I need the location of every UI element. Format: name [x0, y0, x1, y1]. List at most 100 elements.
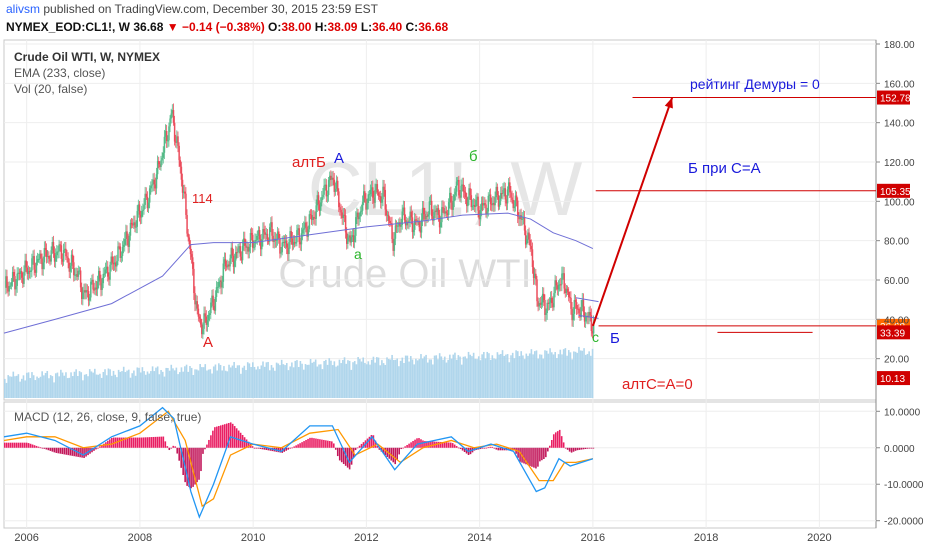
price-candle — [492, 202, 494, 205]
price-candle — [202, 328, 204, 335]
volume-bar — [433, 355, 436, 398]
volume-bar — [292, 367, 295, 398]
macd-histogram-bar — [222, 424, 224, 448]
macd-histogram-bar — [160, 436, 163, 448]
price-candle — [478, 210, 481, 220]
volume-bar — [308, 364, 310, 398]
price-candle — [445, 211, 448, 214]
macd-histogram-bar — [192, 447, 194, 487]
price-candle — [339, 207, 341, 210]
volume-bar — [197, 370, 200, 398]
price-candle — [512, 199, 514, 209]
price-candle — [130, 222, 133, 225]
price-candle — [401, 211, 403, 225]
price-candle — [239, 246, 242, 257]
macd-histogram-bar — [190, 447, 192, 489]
price-candle — [247, 246, 249, 252]
price-candle — [550, 297, 553, 304]
volume-bar — [131, 373, 134, 398]
macd-histogram-bar — [299, 443, 301, 448]
price-candle — [361, 202, 364, 211]
volume-bar — [430, 359, 432, 398]
macd-histogram-bar — [495, 447, 498, 450]
macd-histogram-bar — [334, 447, 337, 450]
volume-bar — [496, 352, 499, 398]
price-candle — [573, 300, 576, 314]
price-candle — [561, 273, 563, 285]
macd-histogram-bar — [592, 447, 595, 449]
volume-bar — [403, 363, 405, 398]
price-candle — [459, 195, 461, 198]
volume-bar — [99, 373, 101, 398]
volume-bar — [231, 365, 234, 398]
price-candle — [522, 217, 525, 219]
macd-histogram-bar — [317, 438, 319, 448]
macd-histogram-bar — [424, 441, 426, 448]
volume-bar — [511, 352, 514, 398]
price-candle — [280, 252, 282, 254]
macd-histogram-bar — [382, 447, 385, 454]
ema-legend[interactable]: EMA (233, close) — [14, 66, 106, 80]
volume-bar — [347, 360, 349, 398]
price-candle — [113, 262, 116, 265]
price-candle — [489, 194, 492, 205]
macd-histogram-bar — [319, 439, 321, 448]
price-candle — [213, 305, 216, 311]
volume-bar — [139, 372, 142, 398]
price-candle — [207, 315, 210, 321]
price-candle — [502, 189, 504, 194]
price-candle — [7, 287, 9, 292]
volume-bar — [355, 364, 358, 398]
macd-histogram-bar — [243, 437, 246, 448]
price-candle — [490, 204, 493, 206]
price-candle — [458, 179, 460, 196]
volume-bar — [428, 359, 431, 398]
volume-bar — [365, 364, 368, 398]
volume-bar — [338, 359, 341, 398]
macd-histogram-bar — [582, 447, 585, 450]
price-candle — [290, 231, 293, 239]
volume-bar — [357, 357, 359, 398]
price-candle — [435, 210, 437, 212]
price-candle — [364, 191, 366, 199]
macd-histogram-bar — [71, 447, 73, 456]
macd-legend[interactable]: MACD (12, 26, close, 9, false, true) — [14, 410, 202, 424]
price-candle — [233, 260, 236, 267]
macd-histogram-bar — [128, 437, 131, 448]
macd-histogram-bar — [245, 439, 248, 448]
macd-histogram-bar — [265, 447, 268, 451]
macd-histogram-bar — [564, 447, 567, 449]
price-candle — [267, 240, 270, 242]
volume-bar — [194, 369, 196, 398]
volume-bar — [342, 360, 344, 398]
price-candle — [374, 189, 376, 203]
macd-histogram-bar — [463, 447, 466, 453]
price-candle — [164, 131, 167, 137]
price-candle — [39, 253, 41, 259]
price-candle — [150, 185, 152, 189]
macd-histogram-bar — [539, 447, 541, 462]
macd-histogram-bar — [200, 447, 202, 472]
volume-bar — [66, 378, 69, 398]
macd-histogram-bar — [336, 447, 339, 457]
high-value: 38.09 — [327, 20, 358, 34]
price-candle — [352, 235, 355, 242]
price-candle — [137, 204, 140, 211]
macd-signal-line — [3, 410, 594, 508]
macd-histogram-bar — [166, 446, 169, 448]
price-candle — [560, 284, 562, 286]
macd-histogram-bar — [130, 437, 133, 448]
volume-legend[interactable]: Vol (20, false) — [14, 82, 88, 96]
author-link[interactable]: alivsm — [6, 2, 41, 16]
price-candle — [26, 267, 29, 274]
price-candle — [5, 276, 7, 288]
volume-bar — [27, 372, 30, 398]
price-candle — [341, 212, 343, 219]
macd-histogram-bar — [362, 442, 365, 448]
macd-histogram-bar — [487, 447, 490, 449]
price-candle — [347, 237, 349, 244]
price-candle — [549, 297, 552, 303]
price-tag — [877, 371, 910, 386]
macd-histogram-bar — [342, 447, 345, 465]
